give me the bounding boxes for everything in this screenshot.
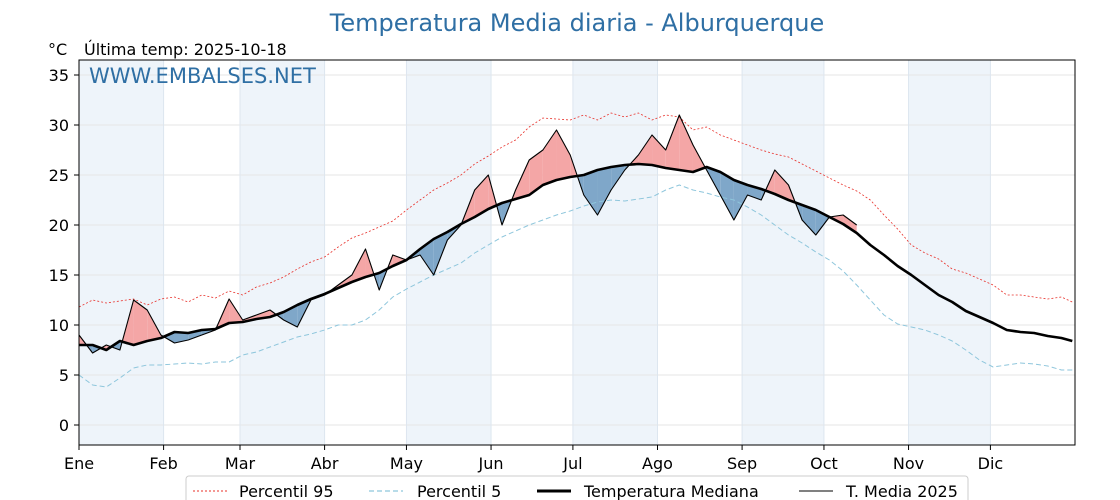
- anomaly-warm: [351, 249, 366, 282]
- anomaly-cold: [433, 232, 448, 275]
- anomaly-warm: [652, 135, 666, 168]
- x-tick-label: Ago: [642, 454, 673, 473]
- series-lines: [78, 112, 1073, 388]
- y-tick-label: 15: [49, 266, 69, 285]
- x-tick-label: Jun: [478, 454, 504, 473]
- legend: Percentil 95 Percentil 5 Temperatura Med…: [185, 475, 969, 500]
- anomaly-warm: [338, 275, 352, 288]
- y-tick-label: 5: [59, 366, 69, 385]
- anomaly-cold: [163, 332, 175, 343]
- p95-line: [78, 112, 1073, 308]
- month-band: [908, 60, 991, 445]
- month-band: [742, 60, 824, 445]
- month-band: [572, 60, 658, 445]
- legend-p95-label: Percentil 95: [239, 482, 334, 500]
- month-band: [79, 60, 164, 445]
- plot-frame: [78, 59, 1076, 446]
- y-axis: 0 5 10 15 20 25 30 35: [49, 66, 79, 435]
- p5-line: [78, 184, 1073, 388]
- anomaly-cold: [720, 172, 734, 220]
- x-tick-label: Oct: [810, 454, 838, 473]
- y-tick-label: 10: [49, 316, 69, 335]
- y-tick-label: 30: [49, 116, 69, 135]
- x-tick-label: Feb: [149, 454, 177, 473]
- anomaly-warm: [774, 170, 789, 200]
- anomaly-warm: [638, 135, 653, 165]
- x-tick-label: Mar: [225, 454, 256, 473]
- chart-title: Temperatura Media diaria - Alburquerque: [329, 9, 824, 37]
- x-tick-label: Sep: [727, 454, 757, 473]
- anomaly-warm: [692, 145, 706, 172]
- x-tick-label: Dic: [978, 454, 1004, 473]
- anomaly-cold: [583, 170, 598, 215]
- anomaly-cold: [733, 180, 748, 220]
- y-tick-label: 20: [49, 216, 69, 235]
- anomaly-warm: [529, 150, 543, 195]
- legend-median-label: Temperatura Mediana: [583, 482, 759, 500]
- x-axis: Ene Feb Mar Abr May Jun Jul Ago Sep Oct Nov Dic: [64, 445, 1003, 473]
- anomaly-cold: [611, 165, 625, 190]
- anomaly-warm: [665, 115, 680, 170]
- anomaly-warm: [515, 160, 530, 199]
- legend-p5-label: Percentil 5: [417, 482, 501, 500]
- anomaly-warm: [679, 115, 693, 172]
- legend-frame: [185, 475, 969, 500]
- month-bands: [79, 60, 991, 445]
- x-tick-label: Jul: [562, 454, 582, 473]
- y-tick-label: 25: [49, 166, 69, 185]
- y-tick-label: 35: [49, 66, 69, 85]
- x-tick-label: Nov: [893, 454, 924, 473]
- anomaly-warm: [147, 310, 161, 341]
- last-temp-label: Última temp: 2025-10-18: [84, 40, 287, 59]
- x-tick-label: Abr: [311, 454, 339, 473]
- watermark: WWW.EMBALSES.NET: [89, 64, 316, 88]
- anomaly-warm: [133, 300, 148, 345]
- legend-year-label: T. Media 2025: [845, 482, 958, 500]
- month-band: [239, 60, 325, 445]
- anomaly-cold: [597, 167, 612, 215]
- x-tick-label: Ene: [64, 454, 94, 473]
- anomaly-warm: [843, 215, 857, 233]
- year-2025-line: [78, 114, 858, 354]
- anomaly-warm: [556, 130, 571, 180]
- x-tick-label: May: [390, 454, 423, 473]
- anomaly-warm: [542, 130, 557, 185]
- y-tick-label: 0: [59, 416, 69, 435]
- anomaly-warm: [474, 175, 489, 217]
- anomaly-cold: [802, 205, 816, 235]
- unit-label: °C: [48, 40, 67, 59]
